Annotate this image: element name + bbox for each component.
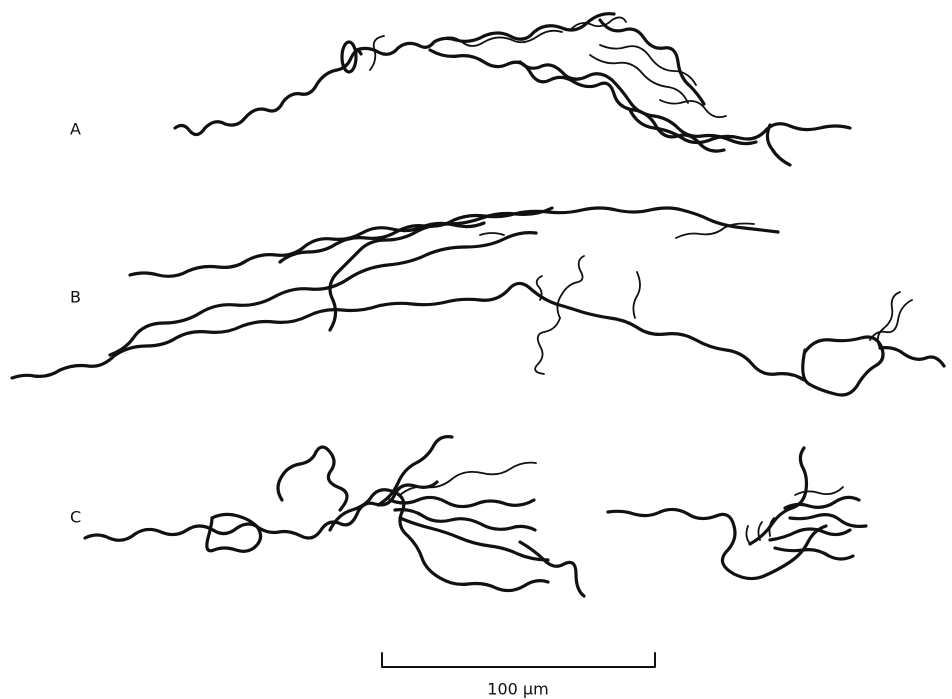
figure: A B C [0, 0, 952, 699]
panel-label: A [70, 120, 81, 139]
scale-bar: 100 μm [382, 653, 655, 699]
neuron-b [12, 208, 944, 395]
neuron-a [175, 14, 850, 165]
neuron-c [85, 437, 866, 596]
panel-label: C [70, 508, 81, 527]
panel-label: B [70, 288, 81, 307]
page: {"panels": [{"label": "A"}, {"label": "B… [0, 0, 952, 699]
scale-bar-label: 100 μm [487, 680, 548, 699]
